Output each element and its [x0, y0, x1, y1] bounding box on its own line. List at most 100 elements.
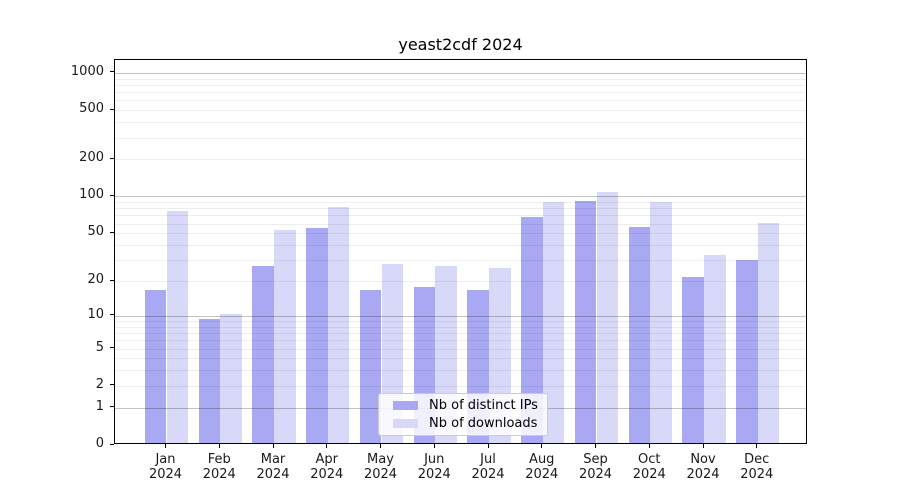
y-tick-mark	[110, 194, 114, 196]
gridline-minor	[115, 281, 806, 283]
x-tick-mark	[595, 444, 596, 448]
bar-downloads-nov	[704, 254, 726, 443]
bar-distinct-ips-apr	[306, 228, 328, 443]
gridline-minor	[115, 159, 806, 161]
bar-distinct-ips-dec	[736, 259, 758, 443]
x-tick-label: May 2024	[363, 452, 398, 482]
chart-title: yeast2cdf 2024	[398, 35, 523, 54]
bar-distinct-ips-nov	[682, 276, 704, 443]
bar-downloads-apr	[327, 207, 350, 443]
bar-downloads-sep	[596, 191, 619, 443]
y-tick-mark	[110, 71, 114, 73]
y-tick-label: 20	[87, 272, 104, 288]
bar-distinct-ips-oct	[628, 227, 651, 443]
y-tick-mark	[110, 108, 114, 110]
y-tick-mark	[110, 384, 114, 386]
gridline-minor	[115, 358, 806, 360]
gridline-minor	[115, 84, 806, 86]
gridline-minor	[115, 260, 806, 262]
x-tick-label: Nov 2024	[686, 452, 720, 482]
y-tick-label: 0	[95, 436, 104, 451]
y-tick-mark	[110, 314, 114, 316]
gridline-major	[115, 196, 806, 198]
x-tick-label: Aug 2024	[525, 452, 559, 482]
y-tick-label: 100	[79, 187, 104, 203]
y-tick-label: 2	[95, 376, 104, 392]
bar-downloads-feb	[220, 313, 242, 443]
x-tick-mark	[218, 444, 220, 448]
bar-downloads-jan	[166, 211, 189, 443]
x-tick-mark	[380, 444, 381, 448]
y-tick-mark	[110, 347, 114, 348]
bar-distinct-ips-sep	[574, 201, 597, 443]
gridline-minor	[115, 223, 806, 225]
y-tick-mark	[110, 157, 114, 159]
y-tick-label: 50	[87, 224, 104, 240]
y-tick-mark	[110, 406, 114, 408]
gridline-minor	[115, 92, 806, 94]
x-tick-mark	[756, 444, 758, 448]
x-tick-label: Jul 2024	[471, 452, 505, 482]
gridline-minor	[115, 78, 806, 80]
y-tick-mark	[110, 443, 114, 445]
x-tick-label: Oct 2024	[632, 452, 666, 482]
gridline-minor	[115, 100, 806, 102]
gridline-minor	[115, 370, 806, 372]
y-tick-mark	[110, 231, 114, 233]
y-tick-mark	[110, 279, 114, 281]
gridline-minor	[115, 233, 806, 235]
gridline-minor	[115, 321, 806, 322]
x-tick-mark	[326, 444, 328, 448]
x-tick-mark	[648, 444, 650, 448]
legend: Nb of distinct IPs Nb of downloads	[378, 393, 548, 436]
gridline-minor	[115, 215, 806, 217]
legend-label-distinct-ips: Nb of distinct IPs	[429, 398, 538, 414]
bar-downloads-dec	[757, 223, 780, 443]
x-tick-label: Jan 2024	[148, 452, 183, 482]
gridline-major	[115, 315, 806, 317]
plot-area	[114, 59, 807, 444]
gridline-minor	[115, 208, 806, 210]
bar-downloads-mar	[274, 230, 296, 443]
bar-distinct-ips-jan	[144, 290, 167, 443]
legend-swatch-downloads	[393, 418, 418, 428]
bar-distinct-ips-mar	[252, 265, 274, 443]
x-tick-label: Sep 2024	[578, 452, 613, 482]
legend-swatch-distinct-ips	[393, 401, 418, 411]
gridline-minor	[115, 202, 806, 204]
legend-label-downloads: Nb of downloads	[429, 415, 538, 431]
x-tick-label: Apr 2024	[310, 452, 344, 482]
x-tick-label: Dec 2024	[740, 452, 774, 482]
gridline-minor	[115, 340, 806, 342]
gridline-minor	[115, 137, 806, 139]
bar-distinct-ips-aug	[521, 217, 543, 443]
gridline-major	[115, 72, 806, 74]
x-tick-mark	[165, 444, 166, 448]
gridline-minor	[115, 348, 806, 350]
x-tick-mark	[272, 444, 274, 448]
gridline-minor	[115, 333, 806, 335]
x-tick-mark	[433, 444, 435, 448]
gridline-minor	[115, 245, 806, 247]
y-tick-label: 1000	[70, 63, 104, 79]
bar-distinct-ips-feb	[198, 319, 221, 443]
bar-downloads-aug	[542, 201, 565, 443]
y-tick-label: 5	[95, 339, 104, 355]
x-tick-label: Mar 2024	[256, 452, 290, 482]
y-tick-label: 500	[79, 101, 104, 117]
x-tick-mark	[541, 444, 543, 448]
legend-entry-distinct-ips: Nb of distinct IPs	[387, 398, 539, 413]
gridline-minor	[115, 326, 806, 328]
bar-distinct-ips-may	[359, 290, 382, 443]
gridline-minor	[115, 385, 806, 387]
x-tick-label: Jun 2024	[417, 452, 451, 482]
bar-downloads-oct	[650, 201, 672, 443]
legend-entry-downloads: Nb of downloads	[387, 416, 539, 431]
x-tick-mark	[487, 444, 489, 448]
y-tick-label: 1	[95, 398, 104, 414]
y-tick-label: 200	[79, 150, 104, 166]
gridline-minor	[115, 110, 806, 112]
x-tick-label: Feb 2024	[202, 452, 236, 482]
x-tick-mark	[702, 444, 704, 448]
